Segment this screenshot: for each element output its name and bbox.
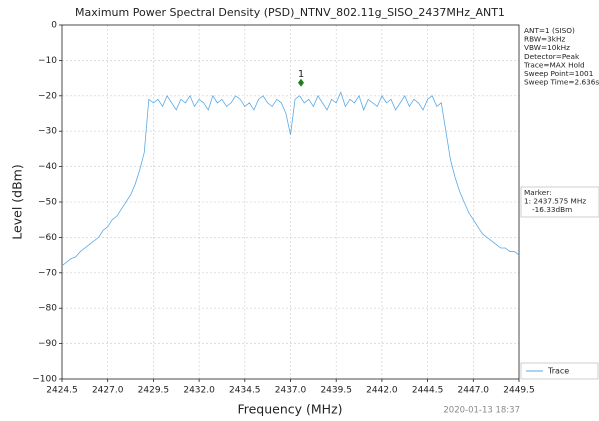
x-tick-label: 2444.5	[412, 386, 444, 396]
timestamp: 2020-01-13 18:37	[443, 406, 520, 416]
y-tick-label: −60	[38, 233, 57, 243]
marker-label: 1	[298, 69, 304, 80]
x-tick-label: 2437.0	[275, 386, 307, 396]
info-line: Trace=MAX Hold	[523, 60, 585, 69]
info-line: RBW=3kHz	[524, 35, 565, 44]
marker-box	[520, 186, 599, 218]
x-tick-label: 2442.0	[366, 386, 398, 396]
y-tick-label: −80	[38, 304, 57, 314]
y-tick-label: −40	[38, 162, 57, 172]
x-tick-label: 2449.5	[503, 386, 535, 396]
y-tick-label: −100	[32, 375, 57, 385]
y-axis-label: Level (dBm)	[10, 164, 25, 239]
y-tick-label: −30	[38, 127, 57, 137]
x-tick-label: 2432.0	[183, 386, 215, 396]
y-tick-label: 0	[51, 21, 57, 31]
x-tick-label: 2434.5	[229, 386, 261, 396]
plot-frame	[61, 24, 520, 380]
info-line: Sweep Time=2.636s	[524, 78, 599, 87]
marker-point	[298, 78, 305, 87]
y-tick-label: −70	[38, 268, 57, 278]
info-line: Sweep Point=1001	[524, 69, 593, 78]
x-tick-label: 2439.5	[320, 386, 352, 396]
y-tick-label: −10	[38, 56, 57, 66]
chart-title: Maximum Power Spectral Density (PSD)_NTN…	[75, 6, 505, 19]
y-tick-label: −20	[38, 91, 57, 101]
info-line: VBW=10kHz	[524, 43, 570, 52]
info-line: ANT=1 (SISO)	[524, 26, 575, 35]
x-tick-label: 2447.0	[458, 386, 490, 396]
x-axis-label: Frequency (MHz)	[237, 402, 342, 417]
x-tick-label: 2424.5	[46, 386, 78, 396]
x-tick-label: 2429.5	[138, 386, 170, 396]
marker-info: Marker:	[524, 188, 552, 197]
trace-line	[61, 91, 520, 267]
info-line: Detector=Peak	[524, 52, 580, 61]
marker-info: 1: 2437.575 MHz	[524, 197, 586, 206]
legend	[520, 362, 599, 380]
y-tick-label: −90	[38, 339, 57, 349]
y-tick-label: −50	[38, 198, 57, 208]
x-tick-label: 2427.0	[92, 386, 124, 396]
legend-label: Trace	[547, 367, 569, 376]
marker-info: -16.33dBm	[532, 205, 572, 214]
